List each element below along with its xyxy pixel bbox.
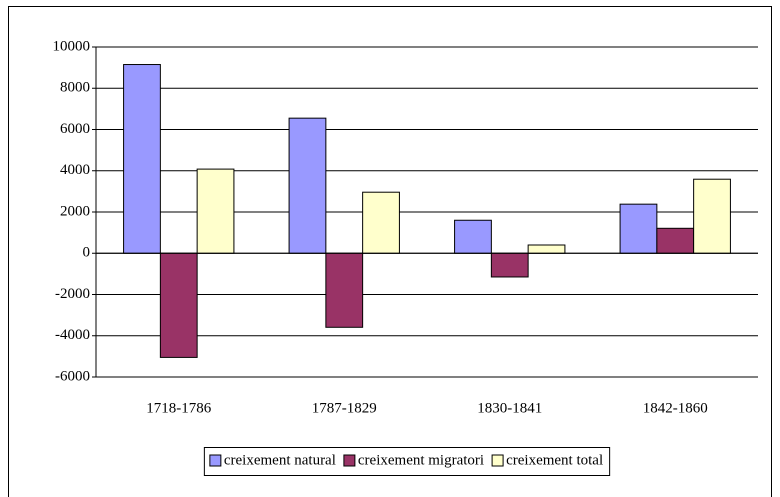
bar xyxy=(288,117,327,254)
y-tick-label: 6000 xyxy=(60,121,90,137)
x-tick-label: 1718-1786 xyxy=(146,400,211,416)
legend-label: creixement total xyxy=(506,452,603,468)
bar xyxy=(490,252,529,278)
x-tick-label: 1842-1860 xyxy=(643,400,708,416)
legend-swatch xyxy=(343,454,356,467)
bar xyxy=(454,219,492,254)
bar xyxy=(196,168,235,254)
bar xyxy=(123,64,161,254)
y-tick-label: -4000 xyxy=(55,327,90,343)
y-tick-label: -6000 xyxy=(55,368,90,384)
bar xyxy=(693,178,731,254)
legend-label: creixement migratori xyxy=(358,452,484,468)
legend-box xyxy=(203,447,611,476)
y-tick-label: 10000 xyxy=(53,38,91,54)
bar xyxy=(619,203,658,254)
legend-swatch xyxy=(209,454,222,467)
bar xyxy=(656,227,695,254)
legend-label: creixement natural xyxy=(224,452,336,468)
bar xyxy=(362,191,400,254)
legend-swatch xyxy=(491,454,504,467)
y-tick-label: 2000 xyxy=(60,203,90,219)
y-tick-label: 8000 xyxy=(60,80,90,96)
y-tick-label: -2000 xyxy=(55,286,90,302)
y-tick-label: 4000 xyxy=(60,162,90,178)
y-tick-label: 0 xyxy=(83,245,91,261)
bar xyxy=(159,252,198,358)
bar xyxy=(527,244,566,254)
x-tick-label: 1830-1841 xyxy=(477,400,542,416)
x-tick-label: 1787-1829 xyxy=(312,400,377,416)
bar xyxy=(325,252,364,328)
